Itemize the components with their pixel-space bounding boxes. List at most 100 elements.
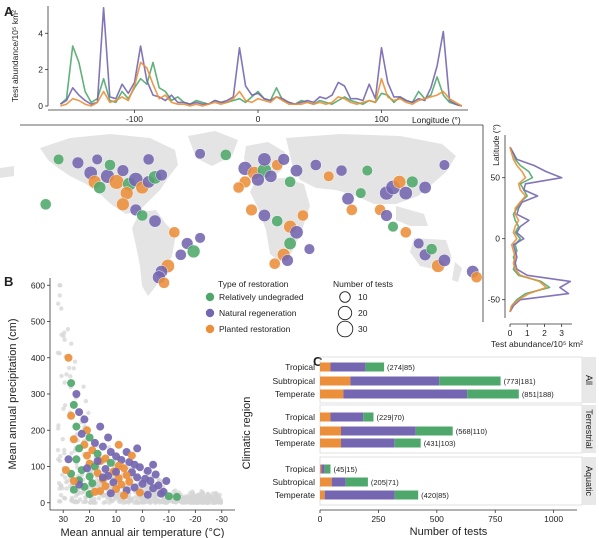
scatter-point-undegraded [88, 479, 97, 488]
y-tick-label: 4 [38, 28, 43, 38]
map-point-planted [168, 226, 181, 239]
scatter-point-natural [80, 415, 89, 424]
category-label-subtropical: Subtropical [272, 376, 315, 386]
climate-cloud-point [57, 351, 62, 356]
panel-letter-a: A [4, 4, 14, 19]
climate-cloud-point [80, 490, 85, 495]
climate-cloud-point [217, 492, 222, 498]
x-tick-label: 500 [430, 514, 444, 524]
climate-cloud-point [199, 488, 204, 494]
scatter-point-natural [106, 489, 115, 498]
bar-value-label: (205|71) [371, 478, 399, 487]
legend-size-title: Number of tests [333, 279, 393, 289]
bar-segment-planted [320, 426, 341, 436]
y-axis-label: Mean annual precipitation (cm) [7, 318, 19, 469]
scatter-point-natural [151, 470, 160, 479]
x-tick-label: 0 [140, 514, 145, 524]
climate-cloud-point [60, 437, 65, 442]
x-tick-label: 750 [488, 514, 502, 524]
bar-segment-natural [341, 426, 416, 436]
map-point-undegraded [53, 153, 65, 165]
scatter-point-planted [117, 480, 126, 489]
climate-cloud-point [59, 306, 64, 311]
map-point-undegraded [219, 149, 232, 161]
bar-segment-natural [330, 362, 366, 372]
legend-swatch-planted [205, 324, 215, 334]
category-label-temperate: Temperate [275, 389, 315, 399]
climate-cloud-point [108, 497, 113, 502]
scatter-point-undegraded [69, 485, 78, 494]
climate-cloud-point [62, 496, 68, 501]
scatter-point-natural [133, 444, 142, 453]
map-point-planted [268, 257, 281, 270]
map-point-natural [437, 253, 451, 267]
climate-cloud-point [64, 372, 69, 377]
climate-cloud-point [58, 499, 63, 504]
scatter-point-planted [120, 491, 128, 500]
map-point-natural [251, 172, 265, 187]
bar-segment-planted [320, 438, 341, 448]
scatter-point-planted [122, 471, 131, 480]
scatter-point-natural [90, 438, 99, 447]
climate-cloud-point [114, 493, 120, 498]
map-point-natural [142, 153, 155, 166]
climate-cloud-point [77, 497, 83, 502]
bar-value-label: (45|15) [334, 465, 358, 474]
longitude-abundance-chart: 0 2 4 -100 0 100 Longitude (°) Test abundance/1… [10, 6, 468, 125]
scatter-point-undegraded [72, 422, 81, 431]
climate-cloud-point [154, 499, 159, 504]
map-point-natural [264, 169, 278, 183]
x-tick-label: 30 [58, 514, 68, 524]
map-point-undegraded [355, 187, 367, 199]
climate-cloud-point [139, 496, 144, 501]
bar-segment-undegraded [363, 412, 374, 422]
x-tick-label: 10 [111, 514, 121, 524]
map-point-undegraded [104, 159, 116, 171]
climate-cloud-point [201, 493, 206, 498]
bar-value-label: (773|181) [504, 377, 536, 386]
climatic-region-bar-chart: All (274|85) Tropical (773|181) Subtropical (… [241, 356, 596, 538]
climate-cloud-point [56, 457, 61, 462]
bar-segment-planted [320, 376, 351, 386]
scatter-point-natural [133, 473, 142, 482]
scatter-point-undegraded [172, 492, 181, 501]
climate-cloud-point [62, 380, 67, 385]
bar-segment-undegraded [439, 376, 501, 386]
y-tick-label: 0 [495, 234, 500, 244]
series-line-undegraded [509, 146, 551, 313]
scatter-point-natural [93, 457, 102, 466]
category-label-subtropical: Subtropical [272, 426, 315, 436]
climate-cloud-point [65, 327, 71, 332]
y-tick-label: 600 [31, 280, 45, 290]
bar-value-label: (420|85) [421, 491, 449, 500]
map-point-planted [108, 174, 125, 190]
scatter-point-undegraded [69, 400, 78, 409]
climate-cloud-point [60, 472, 65, 477]
bar-segment-planted [320, 412, 331, 422]
scatter-point-undegraded [67, 379, 76, 388]
x-tick-label: 0 [318, 514, 323, 524]
scatter-point-natural [72, 390, 81, 398]
legend-swatch-natural [205, 308, 215, 318]
bar-value-label: (431|103) [424, 439, 456, 448]
y-tick-label: -50 [488, 295, 501, 305]
y-tick-label: 400 [31, 353, 45, 363]
bar-segment-undegraded [415, 426, 453, 436]
scatter-point-planted [112, 485, 121, 493]
map-point-undegraded [406, 175, 419, 189]
climate-cloud-point [83, 499, 88, 504]
scatter-point-natural [109, 478, 118, 487]
map-point-undegraded [425, 243, 438, 255]
x-tick-label: -20 [189, 514, 202, 524]
map-point-natural [91, 153, 103, 165]
map-point-planted [470, 271, 483, 284]
climate-cloud-point [71, 366, 77, 371]
scatter-point-natural [149, 460, 158, 469]
category-label-tropical: Tropical [285, 362, 315, 372]
scatter-point-natural [143, 490, 152, 499]
bar-segment-undegraded [394, 438, 421, 448]
scatter-point-natural [77, 429, 86, 438]
scatter-point-planted [61, 466, 70, 475]
